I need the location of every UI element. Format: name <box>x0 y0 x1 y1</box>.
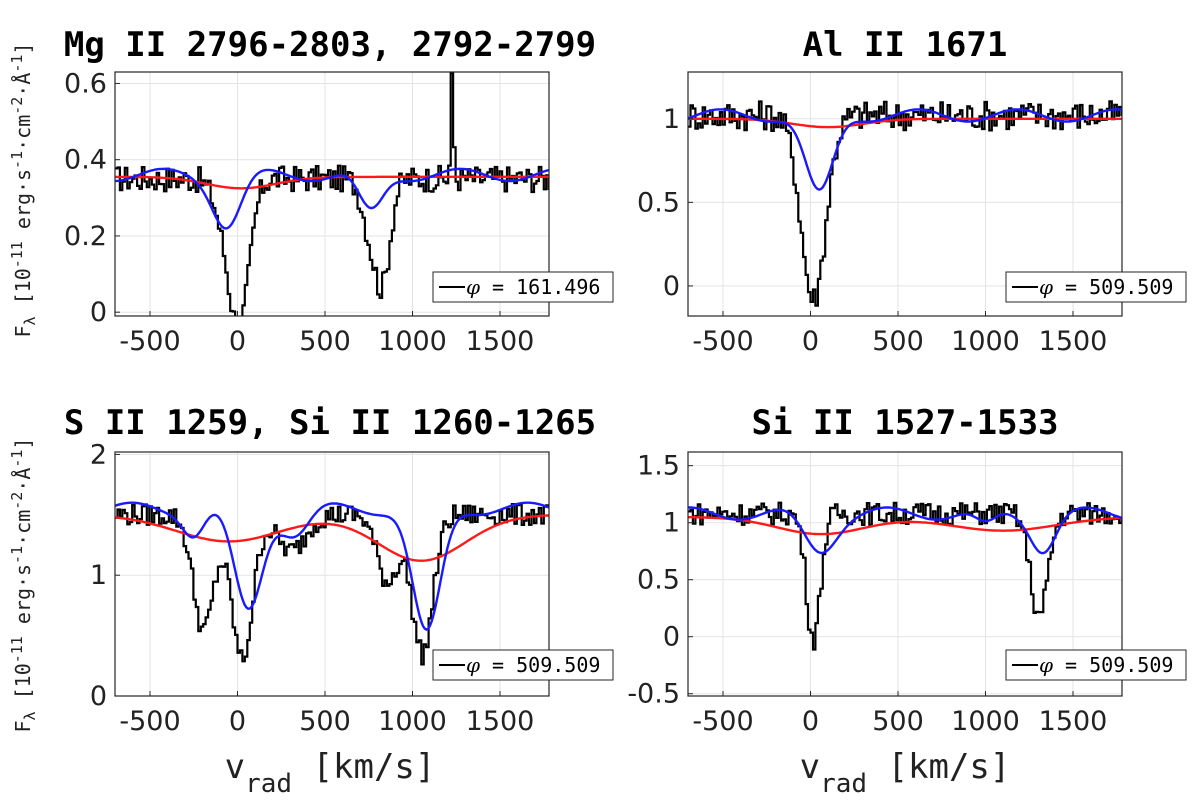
x-tick-label: 1500 <box>466 326 535 357</box>
x-tick-label: -500 <box>692 326 753 357</box>
legend: φ = 509.509 <box>432 649 614 681</box>
observed-spectrum-line <box>688 100 1122 307</box>
x-tick-label: 1500 <box>1039 326 1108 357</box>
legend: φ = 509.509 <box>1005 649 1187 681</box>
model-blue-line <box>688 506 1122 555</box>
y-tick-label: 0 <box>663 271 680 302</box>
model-red-line <box>688 516 1122 536</box>
x-tick-label: 0 <box>802 706 819 737</box>
x-tick-label: 0 <box>229 326 246 357</box>
y-tick-label: 0.5 <box>637 187 680 218</box>
model-red-line <box>115 514 549 562</box>
x-tick-label: -500 <box>119 706 180 737</box>
x-tick-label: 1000 <box>951 706 1020 737</box>
y-tick-label: 1.5 <box>637 451 680 482</box>
x-tick-label: 500 <box>299 706 351 737</box>
x-tick-label: 1000 <box>378 706 447 737</box>
y-tick-label: 2 <box>90 439 107 470</box>
legend-label: φ = 509.509 <box>1039 653 1173 677</box>
legend: φ = 161.496 <box>432 271 614 303</box>
axes-frame <box>114 71 550 317</box>
observed-spectrum-line <box>115 503 549 666</box>
x-tick-label: 1000 <box>951 326 1020 357</box>
chart-panel-3: -500 0 500 1000 1500 -0.5 0 0.5 1 1.5 φ = 509.509 <box>627 451 1187 737</box>
chart-panel-0: -500 0 500 1000 1500 0 0.2 0.4 0.6 φ = 161.496 <box>64 68 614 357</box>
legend-label: φ = 509.509 <box>466 653 600 677</box>
observed-spectrum-line <box>688 501 1122 651</box>
panel-title-al2: Al II 1671 <box>803 25 1008 65</box>
axes-frame <box>687 451 1123 697</box>
panel-title-s2-si2: S II 1259, Si II 1260-1265 <box>64 403 596 443</box>
x-tick-label: 0 <box>229 706 246 737</box>
x-tick-label: 1500 <box>466 706 535 737</box>
x-tick-label: 500 <box>872 706 924 737</box>
x-tick-label: -500 <box>119 326 180 357</box>
legend-label: φ = 161.496 <box>466 275 600 299</box>
model-blue-line <box>115 167 549 230</box>
axes-frame <box>687 71 1123 317</box>
legend-label: φ = 509.509 <box>1039 275 1173 299</box>
chart-panel-1: -500 0 500 1000 1500 0 0.5 1 φ = 509.509 <box>637 71 1187 357</box>
y-tick-label: 0 <box>663 622 680 653</box>
x-tick-label: 500 <box>872 326 924 357</box>
chart-panel-2: -500 0 500 1000 1500 0 1 2 φ = 509.509 <box>90 439 614 737</box>
y-tick-label: 0.5 <box>637 565 680 596</box>
x-tick-label: -500 <box>692 706 753 737</box>
y-tick-label: 0 <box>90 681 107 712</box>
x-tick-label: 1500 <box>1039 706 1108 737</box>
model-blue-line <box>115 501 549 631</box>
y-tick-label: 0.2 <box>64 221 107 252</box>
panel-title-mg2: Mg II 2796-2803, 2792-2799 <box>64 25 596 65</box>
panel-title-si2: Si II 1527-1533 <box>751 403 1058 443</box>
y-tick-label: 1 <box>90 560 107 591</box>
x-tick-label: 1000 <box>378 326 447 357</box>
model-blue-line <box>688 108 1122 191</box>
y-tick-label: 0 <box>90 297 107 328</box>
y-tick-label: 1 <box>663 104 680 135</box>
x-tick-label: 0 <box>802 326 819 357</box>
y-tick-label: -0.5 <box>627 679 680 710</box>
axes-frame <box>114 451 550 697</box>
legend: φ = 509.509 <box>1005 271 1187 303</box>
y-tick-label: 0.4 <box>64 145 107 176</box>
x-axis-label-left: vrad [km/s] <box>225 747 436 799</box>
y-tick-label: 0.6 <box>64 68 107 99</box>
y-tick-label: 1 <box>663 508 680 539</box>
y-axis-label-bottom: Fλ [10-11 erg·s-1·cm-2·Å-1] <box>8 437 39 732</box>
y-axis-label-top: Fλ [10-11 erg·s-1·cm-2·Å-1] <box>8 42 39 337</box>
x-axis-label-right: vrad [km/s] <box>800 747 1011 799</box>
observed-spectrum-line <box>115 72 549 316</box>
x-tick-label: 500 <box>299 326 351 357</box>
